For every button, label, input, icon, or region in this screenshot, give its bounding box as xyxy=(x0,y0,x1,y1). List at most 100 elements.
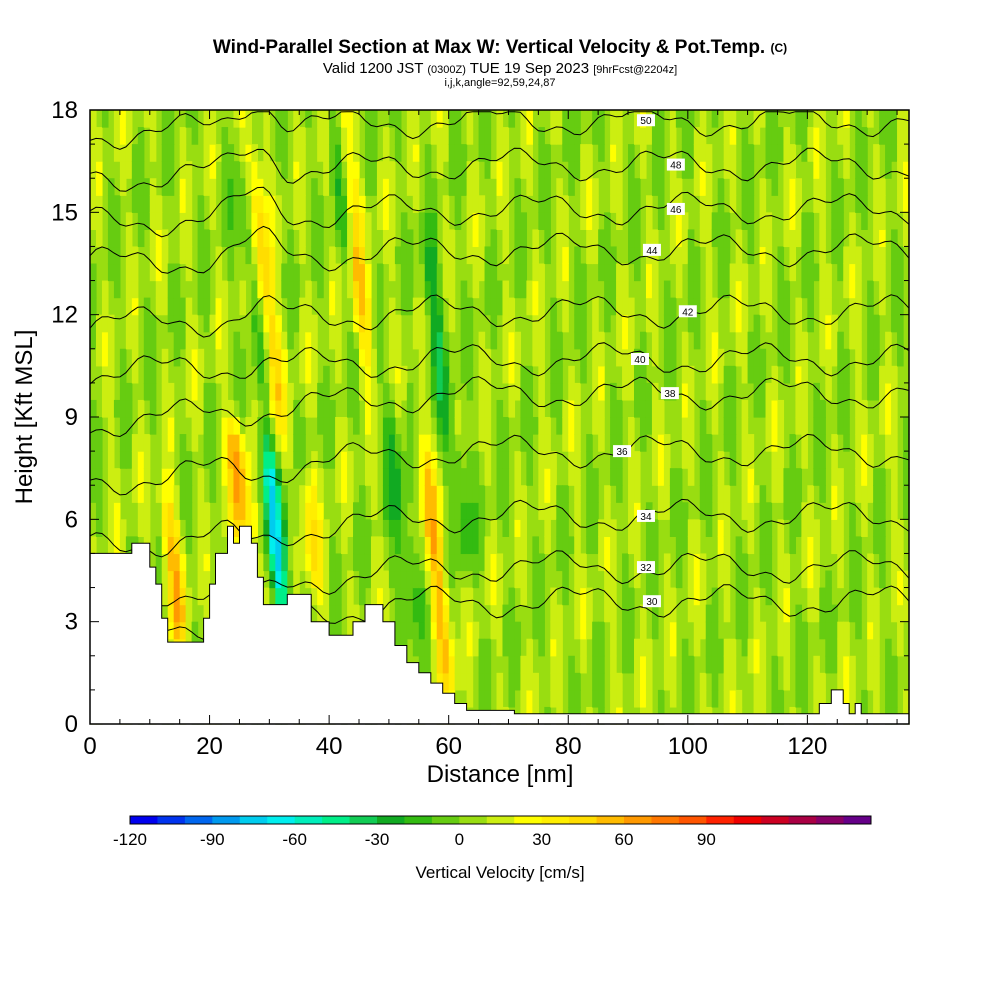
field-cell xyxy=(382,195,390,213)
field-cell xyxy=(651,434,659,452)
field-cell xyxy=(574,331,581,350)
field-cell xyxy=(747,468,755,486)
field-cell xyxy=(616,434,623,452)
field-cell xyxy=(311,348,318,367)
field-cell xyxy=(885,110,892,128)
field-cell xyxy=(520,399,528,418)
field-cell xyxy=(795,519,802,537)
field-cell xyxy=(161,161,169,179)
field-cell xyxy=(347,178,354,196)
field-cell xyxy=(209,399,217,418)
field-cell xyxy=(197,485,205,503)
field-cell xyxy=(855,297,862,316)
field-cell xyxy=(376,348,384,367)
field-cell xyxy=(382,417,390,435)
field-cell xyxy=(143,314,151,333)
field-cell xyxy=(329,331,336,350)
field-cell xyxy=(705,365,713,384)
field-cell xyxy=(813,434,820,452)
field-cell xyxy=(305,365,312,384)
field-cell xyxy=(137,485,145,503)
field-cell xyxy=(789,451,797,469)
field-cell xyxy=(424,229,432,248)
field-cell xyxy=(317,246,324,265)
field-cell xyxy=(472,621,480,640)
field-cell xyxy=(574,672,581,691)
field-cell xyxy=(634,382,641,401)
field-cell xyxy=(795,621,802,640)
field-cell xyxy=(568,161,575,179)
field-cell xyxy=(717,451,725,469)
field-cell xyxy=(574,382,581,401)
field-cell xyxy=(364,519,372,537)
field-cell xyxy=(628,502,635,520)
field-cell xyxy=(610,468,617,486)
field-cell xyxy=(430,434,438,452)
field-cell xyxy=(382,502,390,520)
field-cell xyxy=(634,689,641,708)
field-cell xyxy=(281,519,288,537)
x-tick-label: 40 xyxy=(316,733,343,760)
field-cell xyxy=(861,178,868,196)
field-cell xyxy=(335,468,342,486)
field-cell xyxy=(323,553,330,572)
field-cell xyxy=(412,553,420,572)
field-cell xyxy=(323,365,330,384)
field-cell xyxy=(873,348,880,367)
field-cell xyxy=(681,212,689,230)
field-cell xyxy=(329,297,336,316)
field-cell xyxy=(454,502,462,520)
field-cell xyxy=(777,485,785,503)
field-cell xyxy=(717,468,725,486)
field-cell xyxy=(442,348,450,367)
field-cell xyxy=(281,417,288,435)
field-cell xyxy=(903,229,910,248)
field-cell xyxy=(335,348,342,367)
field-cell xyxy=(699,485,707,503)
field-cell xyxy=(592,348,599,367)
field-cell xyxy=(747,536,755,555)
field-cell xyxy=(657,127,665,145)
field-cell xyxy=(209,178,217,196)
field-cell xyxy=(484,297,492,316)
field-cell xyxy=(723,536,731,555)
field-cell xyxy=(711,229,719,248)
field-cell xyxy=(149,382,157,401)
field-cell xyxy=(681,246,689,265)
field-cell xyxy=(430,195,438,213)
field-cell xyxy=(299,331,306,350)
field-cell xyxy=(807,144,814,162)
field-cell xyxy=(155,280,163,299)
field-cell xyxy=(556,399,563,418)
field-cell xyxy=(568,451,575,469)
field-cell xyxy=(275,229,282,248)
field-cell xyxy=(813,382,820,401)
field-cell xyxy=(502,178,510,196)
field-cell xyxy=(598,689,605,708)
field-cell xyxy=(424,451,432,469)
field-cell xyxy=(580,178,587,196)
field-cell xyxy=(119,536,127,555)
field-cell xyxy=(388,178,396,196)
field-cell xyxy=(251,348,258,367)
field-cell xyxy=(580,297,587,316)
field-cell xyxy=(783,502,791,520)
field-cell xyxy=(179,161,187,179)
field-cell xyxy=(592,195,599,213)
terrain-mask xyxy=(89,525,910,725)
field-cell xyxy=(233,178,241,196)
field-cell xyxy=(281,161,288,179)
field-cell xyxy=(472,161,480,179)
field-cell xyxy=(801,110,808,128)
field-cell xyxy=(723,280,731,299)
field-cell xyxy=(729,468,737,486)
field-cell xyxy=(227,485,235,503)
field-cell xyxy=(616,178,623,196)
field-cell xyxy=(161,570,169,589)
field-cell xyxy=(783,365,791,384)
field-cell xyxy=(269,553,276,572)
field-cell xyxy=(753,348,761,367)
field-cell xyxy=(191,434,199,452)
field-cell xyxy=(771,485,779,503)
field-cell xyxy=(185,536,193,555)
